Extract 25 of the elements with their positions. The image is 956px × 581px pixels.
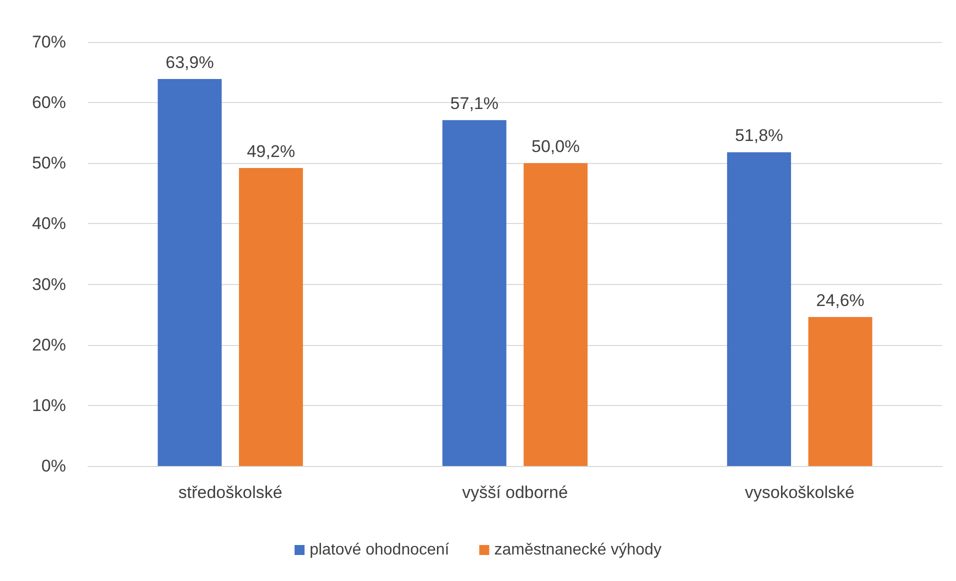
data-label: 24,6% (816, 290, 864, 310)
bar (808, 316, 872, 466)
x-tick-label: vyšší odborné (462, 483, 568, 502)
data-label: 50,0% (532, 137, 580, 156)
data-label: 57,1% (450, 94, 498, 114)
bar (442, 120, 506, 466)
x-tick-label: vysokoškolské (744, 483, 854, 502)
x-tick-label: středoškolské (178, 483, 282, 502)
data-label: 63,9% (166, 52, 214, 72)
bar (524, 163, 588, 466)
y-tick-label: 0% (41, 456, 66, 476)
data-label: 49,2% (246, 142, 296, 161)
legend-label: zaměstnanecké výhody (494, 542, 662, 558)
data-label: 51,8% (734, 126, 784, 146)
y-tick-label: 60% (32, 93, 66, 112)
y-tick-label: 10% (32, 396, 66, 415)
y-tick-label: 30% (32, 274, 66, 294)
y-tick-label: 40% (32, 214, 66, 234)
bar (238, 168, 303, 466)
y-tick-label: 20% (32, 335, 66, 354)
bar (158, 78, 222, 466)
legend-label: platové ohodnocení (310, 542, 450, 558)
y-tick-label: 70% (32, 32, 66, 52)
y-tick-label: 50% (32, 154, 66, 173)
bar (727, 152, 792, 466)
